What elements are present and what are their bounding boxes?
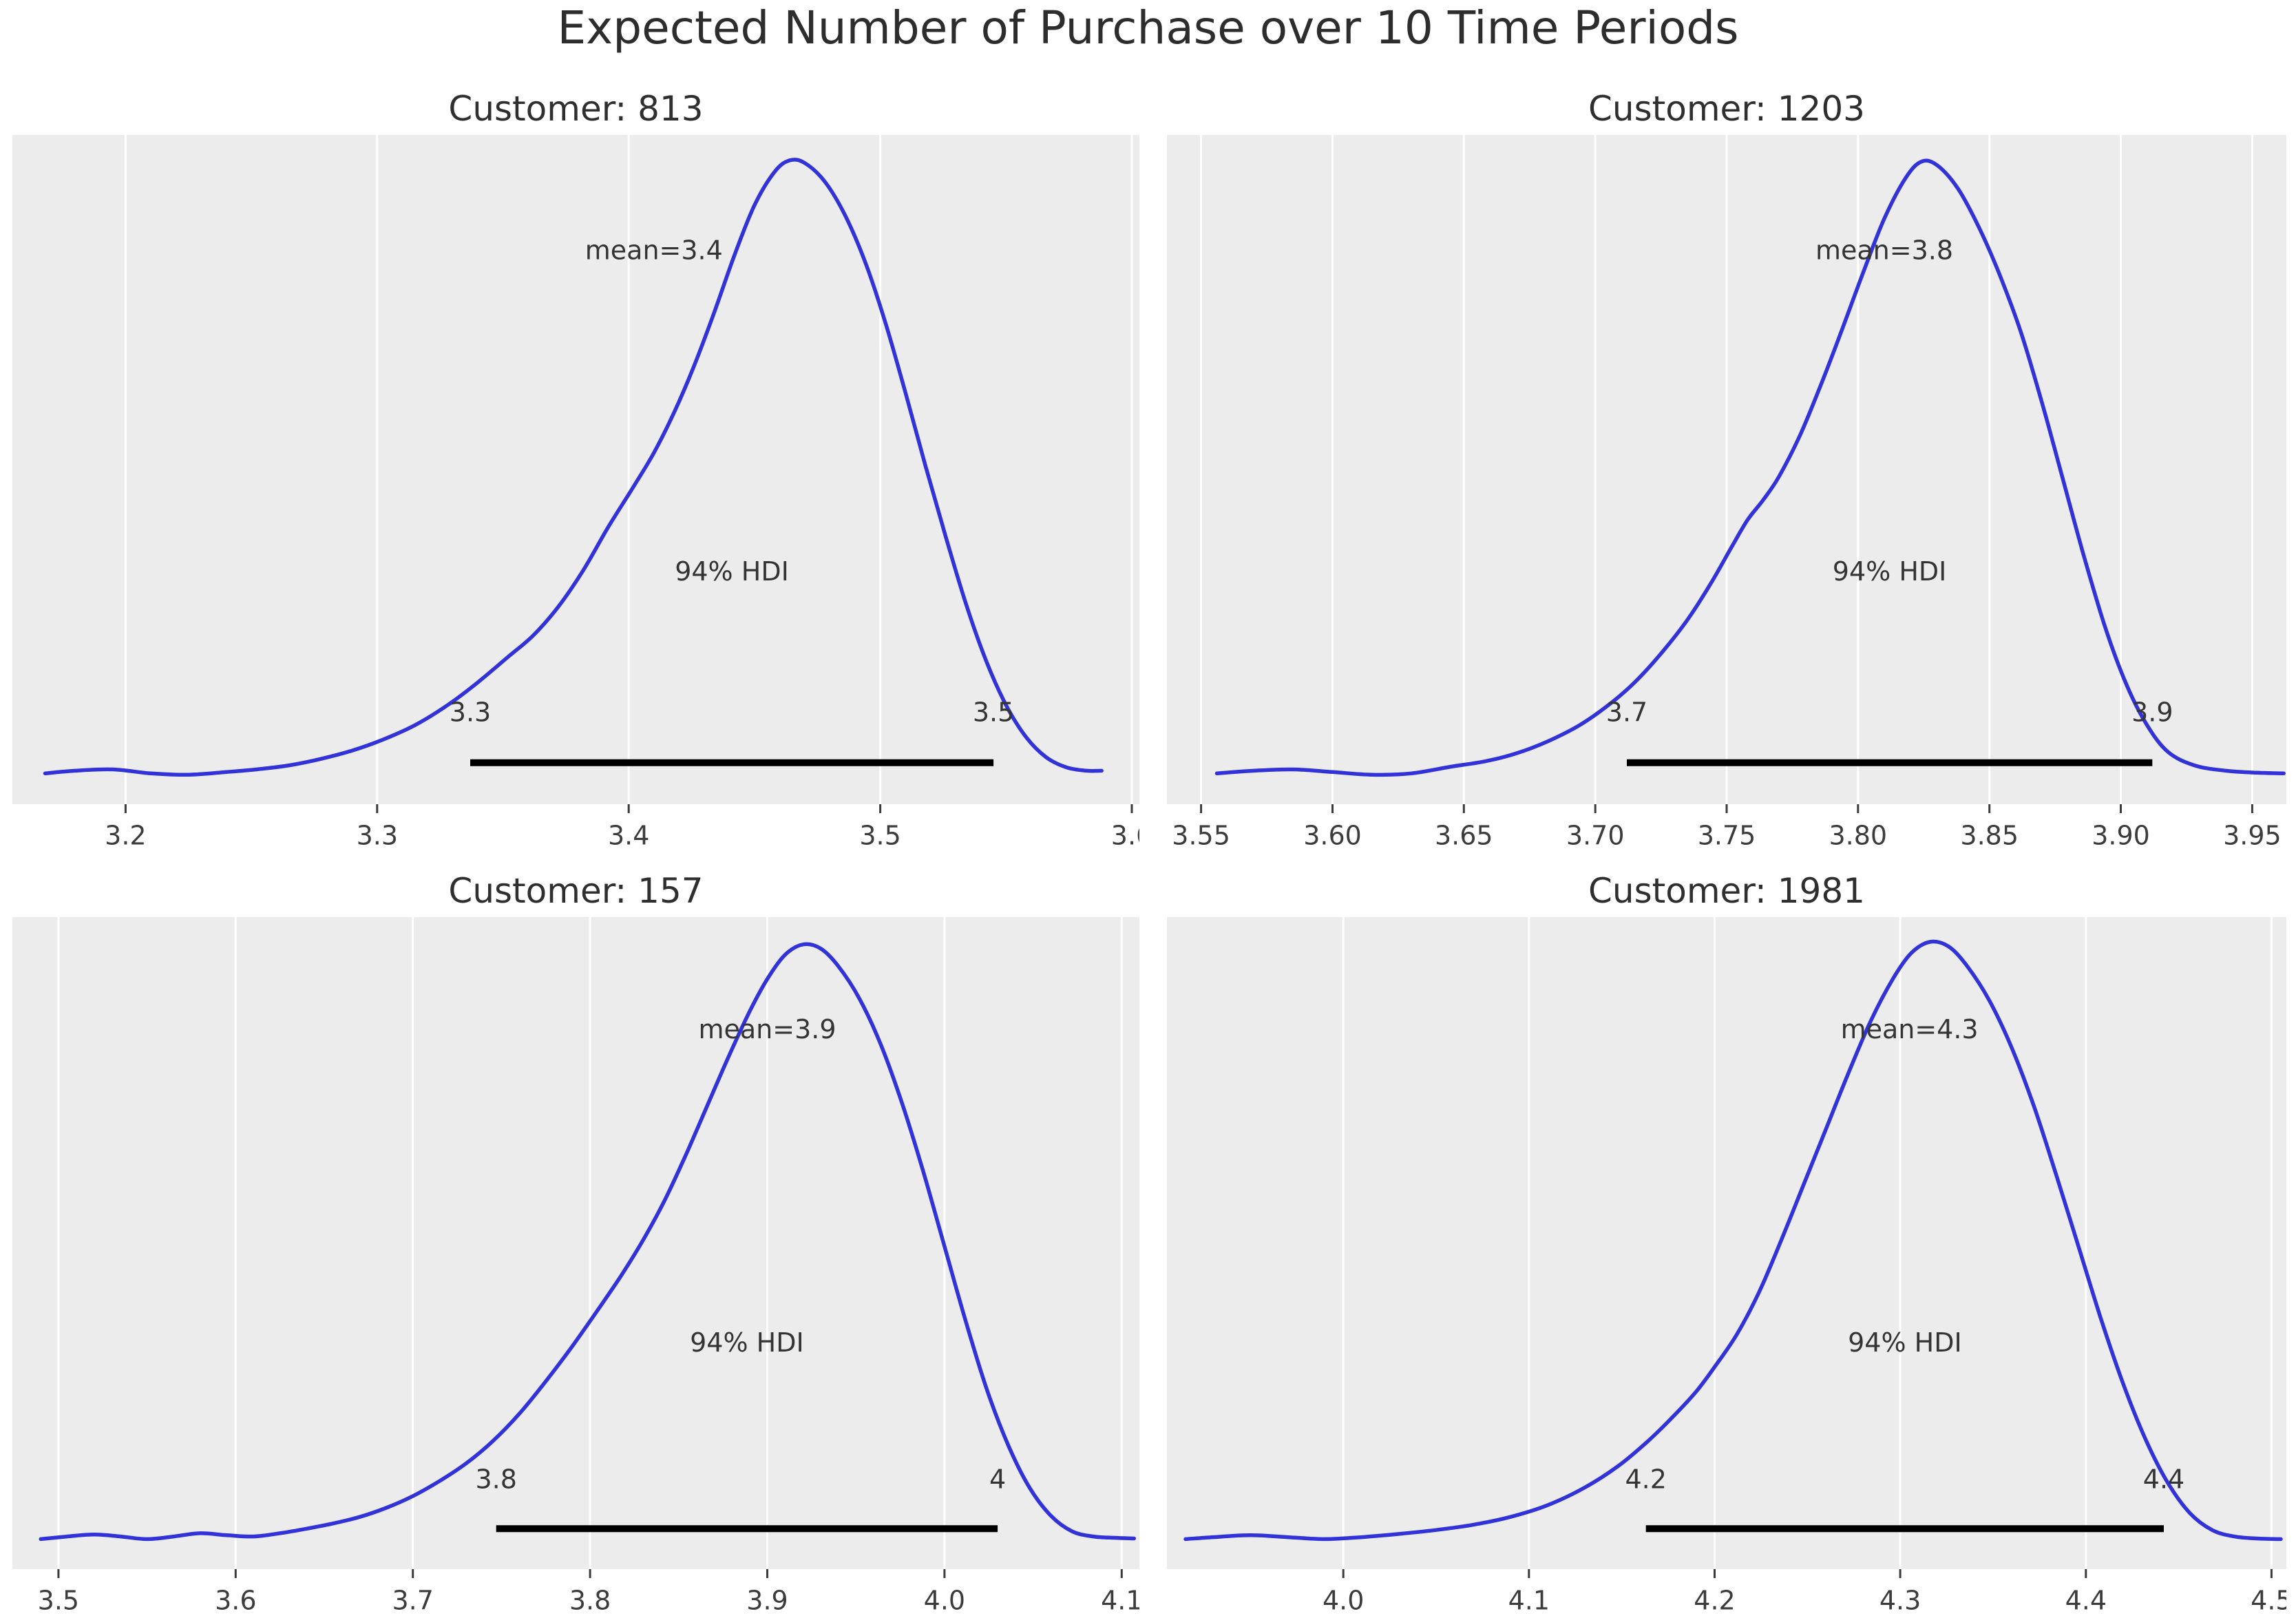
- hdi-upper-label: 3.5: [973, 697, 1014, 727]
- kde-curve: [39, 942, 1137, 1542]
- x-tick-label: 3.90: [2092, 821, 2150, 850]
- x-tick-label: 3.9: [746, 1586, 788, 1615]
- x-tick-label: 3.6: [215, 1586, 256, 1615]
- x-tick-label: 3.3: [357, 821, 398, 850]
- mean-label: mean=4.3: [1841, 1014, 1979, 1044]
- x-tick-label: 3.2: [105, 821, 146, 850]
- hdi-lower-label: 3.3: [450, 697, 491, 727]
- hdi-lower-label: 3.8: [475, 1464, 516, 1495]
- x-tick-label: 3.75: [1698, 821, 1756, 850]
- mean-label: mean=3.8: [1815, 235, 1953, 266]
- axes-background: [12, 135, 1139, 804]
- x-tick-label: 3.5: [38, 1586, 79, 1615]
- kde-curve: [1183, 939, 2283, 1542]
- subplot-title: Customer: 157: [448, 871, 704, 911]
- subplot-title: Customer: 1203: [1588, 89, 1865, 129]
- hdi-label: 94% HDI: [1833, 556, 1947, 587]
- axes-background: [12, 917, 1139, 1569]
- x-tick-label: 4.0: [924, 1586, 965, 1615]
- posterior-kde-panel-1981: 4.0 4.1 4.2 4.3 4.4 4.5 mean=4.3 94% HDI 4.2 4.4: [1167, 917, 2286, 1614]
- hdi-label: 94% HDI: [1848, 1327, 1962, 1358]
- x-tick-label: 4.0: [1323, 1586, 1364, 1615]
- x-tick-label: 3.65: [1435, 821, 1493, 850]
- posterior-kde-panel-813: 3.2 3.3 3.4 3.5 3.6 mean=3.4 94% HDI 3.3 3.5: [12, 135, 1139, 849]
- x-tick-label: 4.4: [2065, 1586, 2107, 1615]
- x-tick-label: 3.7: [392, 1586, 433, 1615]
- x-tick-label: 3.5: [859, 821, 901, 850]
- x-tick-label: 3.95: [2223, 821, 2282, 850]
- axes-background: [1167, 917, 2286, 1569]
- x-tick-label: 3.6: [1111, 821, 1139, 850]
- subplot-customer-1203: Customer: 1203 3.55 3.60 3.65 3.70 3.75 3.80 3…: [1167, 83, 2286, 849]
- figure-title: Expected Number of Purchase over 10 Time…: [557, 1, 1739, 54]
- x-tick-label: 4.3: [1879, 1586, 1921, 1615]
- posterior-kde-panel-157: 3.5 3.6 3.7 3.8 3.9 4.0 4.1 mean=3.9 94% HDI 3.8 4: [12, 917, 1139, 1614]
- x-tick-label: 4.1: [1101, 1586, 1139, 1615]
- posterior-kde-panel-1203: 3.55 3.60 3.65 3.70 3.75 3.80 3.85 3.90 3.95 mean…: [1167, 135, 2286, 849]
- kde-curve: [43, 158, 1104, 777]
- x-tick-label: 3.55: [1172, 821, 1230, 850]
- hdi-upper-label: 4.4: [2143, 1464, 2184, 1495]
- hdi-lower-label: 3.7: [1606, 697, 1647, 727]
- x-tick-label: 3.60: [1303, 821, 1362, 850]
- subplot-title: Customer: 813: [448, 89, 704, 129]
- x-tick-label: 4.1: [1508, 1586, 1550, 1615]
- subplot-customer-813: Customer: 813 3.2 3.3 3.4 3.5 3.6 mean=3.4 94%…: [12, 83, 1139, 849]
- hdi-label: 94% HDI: [675, 556, 789, 587]
- hdi-upper-label: 4: [989, 1464, 1006, 1495]
- x-tick-label: 3.8: [569, 1586, 611, 1615]
- mean-label: mean=3.4: [585, 235, 723, 266]
- hdi-upper-label: 3.9: [2131, 697, 2173, 727]
- mean-label: mean=3.9: [698, 1014, 836, 1044]
- x-tick-label: 3.70: [1566, 821, 1625, 850]
- x-tick-label: 3.4: [608, 821, 649, 850]
- x-tick-label: 3.85: [1960, 821, 2019, 850]
- x-tick-label: 4.2: [1694, 1586, 1735, 1615]
- hdi-label: 94% HDI: [690, 1327, 804, 1358]
- subplot-title: Customer: 1981: [1588, 871, 1865, 911]
- subplot-customer-157: Customer: 157 3.5 3.6 3.7 3.8 3.9 4.0 4.1 mean=…: [12, 865, 1139, 1614]
- x-tick-label: 3.80: [1829, 821, 1887, 850]
- x-tick-label: 4.5: [2251, 1586, 2286, 1615]
- subplot-customer-1981: Customer: 1981 4.0 4.1 4.2 4.3 4.4 4.5 mean=4.…: [1167, 865, 2286, 1614]
- hdi-lower-label: 4.2: [1625, 1464, 1666, 1495]
- kde-curve: [1214, 158, 2286, 777]
